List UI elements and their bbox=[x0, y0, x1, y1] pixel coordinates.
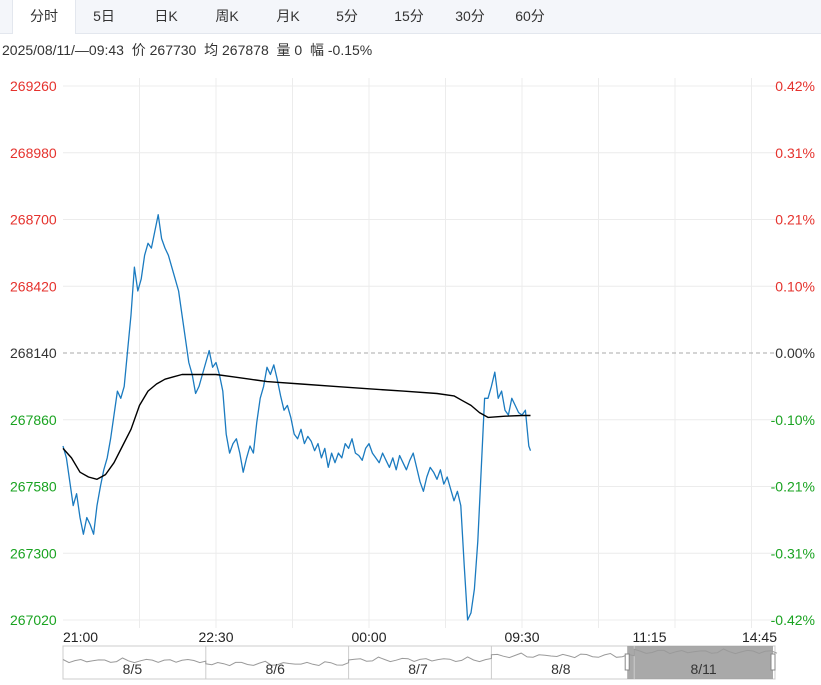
navigator-day-label: 8/8 bbox=[551, 661, 571, 677]
y-tick-label-left: 267580 bbox=[10, 479, 57, 495]
average-price-line bbox=[62, 373, 531, 480]
y-tick-label-left: 269260 bbox=[10, 78, 57, 94]
navigator-day-label: 8/7 bbox=[408, 661, 428, 677]
info-volume: 0 bbox=[294, 42, 303, 58]
info-avg-label: 均 bbox=[204, 42, 219, 58]
tab-intraday[interactable]: 分时 bbox=[12, 0, 76, 34]
navigator-left-handle bbox=[624, 653, 630, 671]
y-tick-label-right: -0.31% bbox=[771, 545, 815, 561]
y-tick-label-left: 267860 bbox=[10, 412, 57, 428]
x-tick-label: 14:45 bbox=[742, 629, 777, 645]
y-tick-label-right: -0.21% bbox=[771, 479, 815, 495]
y-tick-label-left: 268700 bbox=[10, 212, 57, 228]
x-tick-label: 21:00 bbox=[63, 629, 98, 645]
info-change-label: 幅 bbox=[309, 42, 324, 58]
y-tick-label-right: 0.31% bbox=[775, 145, 815, 161]
tab-60min[interactable]: 60分 bbox=[515, 8, 545, 24]
info-price-label: 价 bbox=[131, 42, 146, 58]
navigator-right-handle bbox=[770, 653, 776, 671]
y-tick-label-left: 268980 bbox=[10, 145, 57, 161]
navigator-day-label: 8/6 bbox=[265, 661, 285, 677]
navigator-day-label: 8/5 bbox=[123, 661, 143, 677]
tab-monthly-k[interactable]: 月K bbox=[276, 8, 300, 24]
y-tick-label-left: 267020 bbox=[10, 612, 57, 628]
info-avg: 267878 bbox=[222, 42, 269, 58]
y-tick-label-left: 268140 bbox=[10, 345, 57, 361]
tab-daily-k[interactable]: 日K bbox=[154, 8, 178, 24]
y-tick-label-right: 0.00% bbox=[775, 345, 815, 361]
y-tick-label-right: 0.21% bbox=[775, 212, 815, 228]
navigator-trend-line bbox=[62, 648, 778, 667]
y-tick-label-right: 0.10% bbox=[775, 278, 815, 294]
price-line bbox=[62, 214, 532, 621]
info-volume-label: 量 bbox=[276, 42, 291, 58]
tab-5day[interactable]: 5日 bbox=[93, 8, 115, 24]
y-tick-label-left: 267300 bbox=[10, 545, 57, 561]
navigator-day-label: 8/11 bbox=[690, 661, 716, 677]
y-tick-label-left: 268420 bbox=[10, 278, 57, 294]
navigator-selection bbox=[627, 646, 773, 679]
tab-5min[interactable]: 5分 bbox=[336, 8, 358, 24]
x-tick-label: 11:15 bbox=[633, 629, 667, 645]
info-change: -0.15% bbox=[327, 42, 373, 58]
tab-15min[interactable]: 15分 bbox=[394, 8, 424, 24]
info-price: 267730 bbox=[149, 42, 197, 58]
quote-info-bar: 2025/08/11/—09:43 价 267730 均 267878 量 0 … bbox=[2, 40, 372, 60]
info-datetime: 2025/08/11/—09:43 bbox=[2, 42, 124, 58]
y-tick-label-right: 0.42% bbox=[775, 78, 815, 94]
tab-30min[interactable]: 30分 bbox=[455, 8, 485, 24]
y-tick-label-right: -0.10% bbox=[771, 412, 815, 428]
x-tick-label: 22:30 bbox=[198, 629, 233, 645]
period-tab-bar: 分时 5日 日K 周K 月K 5分 15分 30分 60分 bbox=[0, 0, 821, 34]
x-tick-label: 09:30 bbox=[504, 629, 539, 645]
x-tick-label: 00:00 bbox=[351, 629, 386, 645]
y-tick-label-right: -0.42% bbox=[771, 612, 815, 628]
tab-weekly-k[interactable]: 周K bbox=[215, 8, 239, 24]
